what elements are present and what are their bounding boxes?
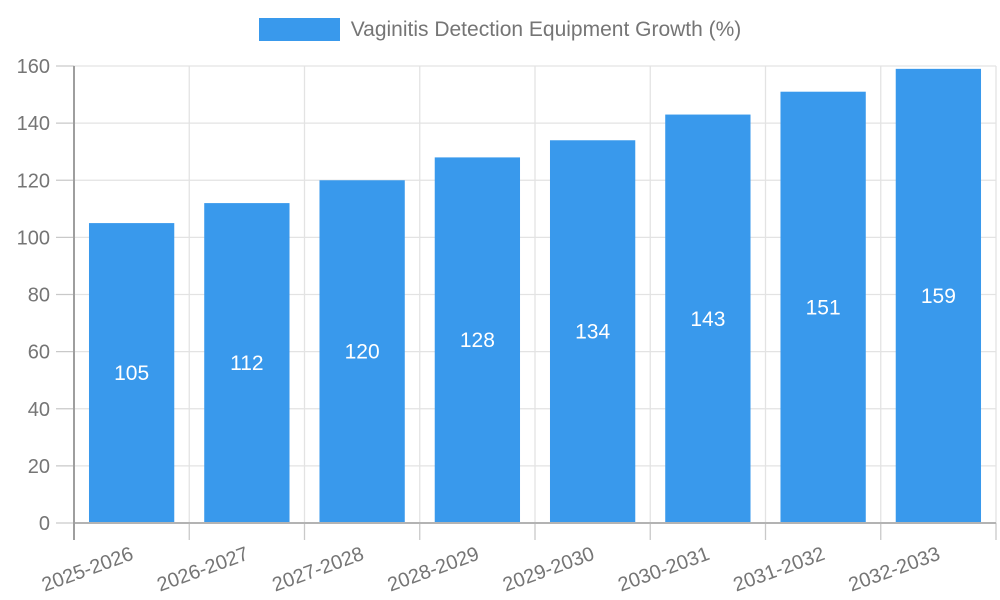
- bar-value-label: 143: [690, 308, 725, 331]
- bar-value-label: 105: [114, 362, 149, 385]
- bar: [549, 140, 636, 523]
- bar: [434, 157, 521, 523]
- bar: [895, 68, 982, 523]
- bar: [88, 223, 175, 523]
- y-tick-label: 100: [17, 227, 50, 249]
- legend-item[interactable]: Vaginitis Detection Equipment Growth (%): [258, 18, 742, 41]
- y-tick-label: 120: [17, 170, 50, 192]
- bar-value-label: 159: [921, 285, 956, 308]
- x-tick-label: 2027-2028: [269, 543, 366, 596]
- x-tick-label: 2029-2030: [500, 543, 597, 596]
- bar: [780, 91, 866, 524]
- x-tick-label: 2030-2031: [615, 543, 712, 596]
- y-tick-label: 140: [17, 113, 50, 135]
- bar-value-label: 128: [460, 329, 495, 352]
- legend-swatch: [258, 18, 340, 41]
- bar: [319, 180, 405, 523]
- bar: [204, 203, 290, 523]
- bar-value-label: 134: [575, 321, 610, 344]
- y-tick-label: 0: [39, 513, 50, 535]
- x-tick-label: 2026-2027: [154, 543, 251, 596]
- x-tick-label: 2028-2029: [385, 543, 482, 596]
- y-tick-label: 60: [28, 342, 50, 364]
- bar: [665, 114, 751, 524]
- bar-value-label: 120: [345, 341, 380, 364]
- x-tick-label: 2031-2032: [730, 543, 827, 596]
- y-tick-label: 80: [28, 285, 50, 307]
- legend-label: Vaginitis Detection Equipment Growth (%): [350, 18, 742, 41]
- bar-value-label: 112: [230, 352, 263, 375]
- chart-legend: Vaginitis Detection Equipment Growth (%): [0, 18, 1000, 41]
- x-tick-label: 2032-2033: [846, 543, 943, 596]
- x-tick-label: 2025-2026: [39, 543, 136, 596]
- y-tick-label: 40: [28, 399, 50, 421]
- y-tick-label: 20: [28, 456, 50, 478]
- y-tick-label: 160: [17, 56, 50, 78]
- bar-value-label: 151: [806, 296, 841, 319]
